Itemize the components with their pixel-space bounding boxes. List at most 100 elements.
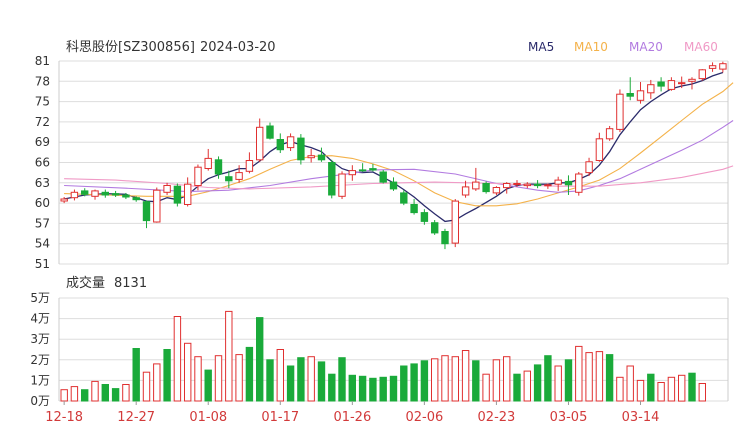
x-tick-label: 01-26 [333, 410, 371, 425]
candle [214, 156, 223, 179]
candle [111, 190, 120, 198]
candle [389, 177, 398, 191]
price-y-axis: 51 54 57 60 63 66 69 72 75 78 81 [35, 54, 50, 271]
volume-bar [153, 363, 161, 402]
candle-body [245, 160, 254, 172]
candle [338, 171, 346, 200]
candle [328, 159, 336, 199]
candle-body [369, 168, 377, 171]
candle [266, 122, 274, 140]
volume-y-tick-label: 3万 [30, 332, 50, 346]
x-tick-label: 01-08 [189, 410, 227, 425]
legend-ma20: MA20 [629, 40, 663, 54]
stock-name: 科思股份[SZ300856] [66, 40, 195, 55]
candle [575, 171, 583, 196]
volume-bar [276, 349, 285, 402]
candle-body [286, 136, 295, 149]
candle-body [307, 155, 315, 159]
candle [523, 182, 531, 189]
candle [698, 69, 706, 81]
candle [719, 61, 727, 73]
candle [256, 118, 264, 162]
candle-body [235, 172, 243, 180]
candle-body [389, 181, 398, 190]
candle-body [91, 190, 99, 197]
x-tick-label: 03-05 [550, 410, 588, 425]
candle [163, 182, 171, 195]
price-y-tick-label: 69 [35, 135, 50, 149]
candle-body [266, 125, 274, 139]
candle [616, 89, 624, 133]
candle [605, 125, 614, 141]
candle-body [636, 90, 645, 101]
price-y-tick-label: 54 [35, 237, 50, 251]
price-y-tick-label: 51 [35, 257, 50, 271]
volume-bar [297, 357, 305, 402]
candle [276, 133, 285, 154]
volume-bar [482, 373, 490, 402]
candle [657, 77, 665, 92]
price-y-tick-label: 78 [35, 74, 50, 88]
candle-body [204, 157, 212, 169]
candle-body [153, 189, 161, 223]
volume-bar [338, 357, 346, 402]
volume-y-tick-label: 0万 [30, 394, 50, 408]
candle-body [605, 128, 614, 140]
candle-body [276, 139, 285, 151]
volume-bar [379, 376, 387, 402]
volume-bar [678, 374, 686, 402]
candle-body [60, 198, 68, 202]
date-x-axis: 12-18 12-27 01-08 01-17 01-26 02-06 02-23 03-05… [45, 401, 659, 425]
candle [204, 148, 212, 171]
candle [307, 148, 315, 163]
candle [369, 163, 377, 172]
candle-body [647, 84, 655, 94]
volume-bar [503, 356, 511, 402]
volume-bar [204, 369, 212, 402]
volume-bar [70, 386, 79, 402]
volume-bar [441, 355, 449, 402]
candle [358, 163, 367, 172]
volume-bar [122, 384, 130, 402]
volume-bar [595, 351, 604, 402]
candle [297, 134, 305, 165]
volume-bar [420, 360, 429, 402]
candle [379, 169, 387, 184]
candle [245, 152, 254, 174]
candle-body [616, 93, 624, 130]
candle [153, 187, 161, 223]
candle [678, 76, 686, 89]
candle-body [328, 162, 336, 196]
candle [184, 177, 192, 207]
candle [101, 189, 109, 198]
candle [225, 170, 233, 189]
candle-body [81, 190, 89, 195]
candle [585, 157, 593, 177]
candle-body [595, 138, 604, 162]
volume-bar [451, 356, 460, 402]
volume-bars [60, 310, 706, 402]
volume-y-axis: 0万 1万 2万 3万 4万 5万 [30, 291, 50, 408]
candle-body [626, 93, 634, 97]
volume-bar [400, 365, 408, 402]
candle-body [544, 184, 552, 187]
candle [451, 199, 460, 248]
candle [194, 164, 202, 191]
candle-body [472, 181, 480, 190]
candle [91, 189, 99, 200]
candle [348, 165, 357, 181]
candle [70, 189, 79, 201]
candle-body [256, 126, 264, 161]
x-tick-label: 03-14 [622, 410, 660, 425]
candle [400, 190, 408, 206]
candle-body [163, 185, 171, 193]
volume-bar [307, 356, 315, 402]
price-y-tick-label: 60 [35, 196, 50, 210]
volume-bar [626, 365, 634, 402]
price-y-tick-label: 66 [35, 156, 50, 170]
candle-body [358, 169, 367, 172]
candle [142, 200, 151, 229]
candle-body [688, 78, 696, 82]
chart-date: 2024-03-20 [200, 40, 276, 55]
